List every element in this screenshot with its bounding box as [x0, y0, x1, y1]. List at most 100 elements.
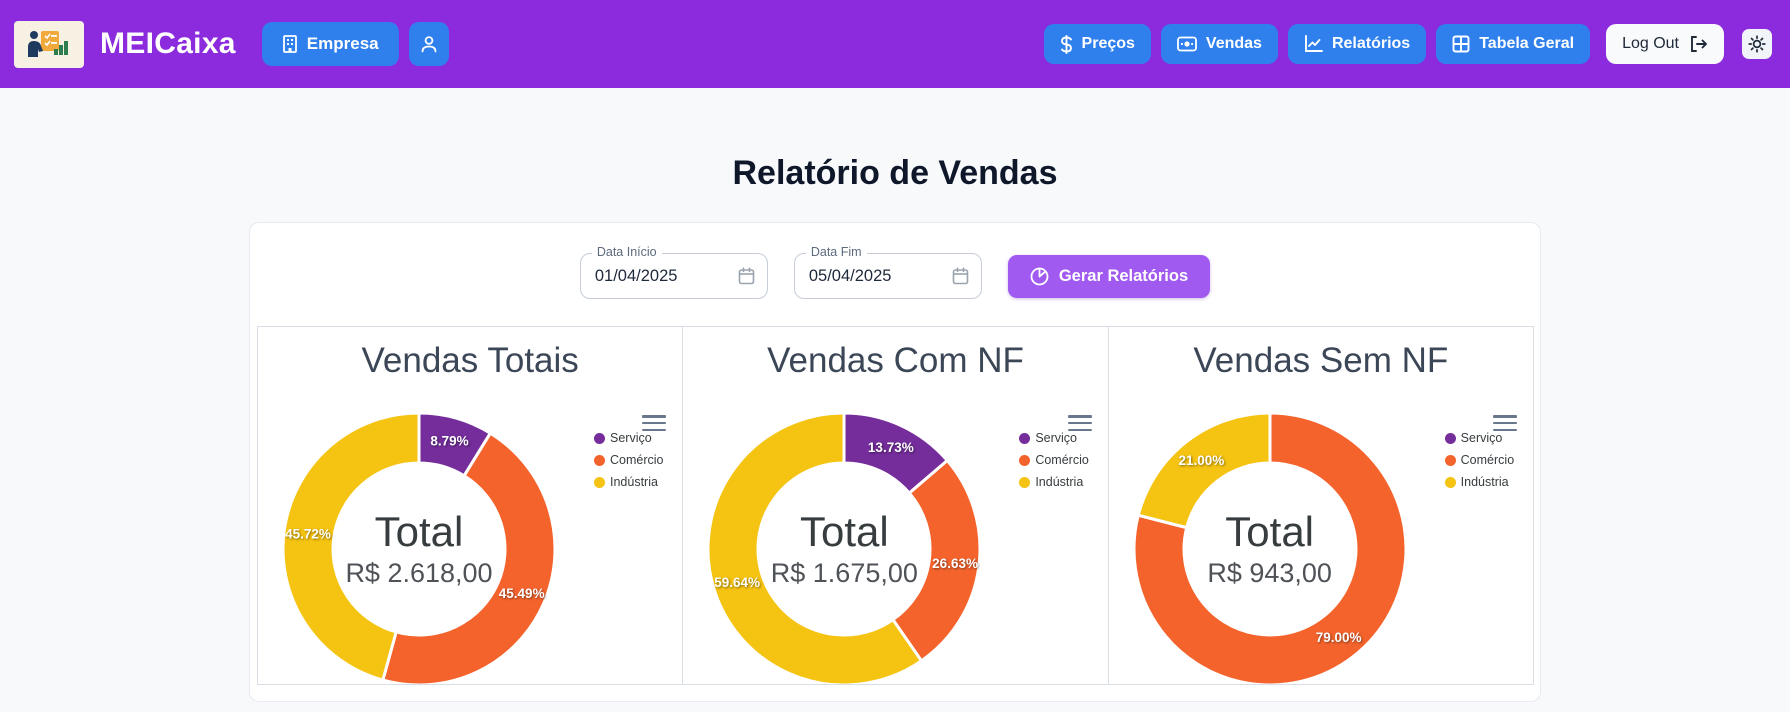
legend-dot	[594, 476, 605, 488]
theme-toggle-button[interactable]	[1742, 29, 1772, 59]
legend-dot	[1019, 432, 1031, 444]
chart-title: Vendas Totais	[361, 341, 579, 380]
slice-percent-label: 13.73%	[868, 440, 914, 455]
generate-reports-label: Gerar Relatórios	[1058, 267, 1189, 285]
legend-item-indu-stria[interactable]: Indústria	[1444, 475, 1515, 489]
legend-item-servic-o[interactable]: Serviço	[1444, 431, 1515, 445]
chart-legend: Serviço Comércio Indústria	[594, 431, 664, 489]
end-date-label: Data Fim	[805, 245, 867, 259]
table-icon	[1452, 35, 1470, 53]
slice-percent-label: 26.63%	[933, 556, 979, 571]
legend-label: Serviço	[610, 431, 652, 445]
donut-slice-come-rcio[interactable]	[1132, 411, 1408, 685]
generate-reports-button[interactable]: Gerar Relatórios	[1007, 255, 1211, 298]
sun-icon	[1748, 35, 1766, 53]
slice-percent-label: 45.72%	[285, 526, 331, 541]
brand-title: MEICaixa	[100, 27, 236, 60]
nav-right: Preços Vendas Relatórios Tabela Geral	[1043, 24, 1772, 64]
end-date-input[interactable]	[794, 266, 925, 286]
legend-label: Comércio	[1460, 453, 1515, 467]
slice-percent-label: 21.00%	[1178, 453, 1224, 468]
charts-row: Vendas Totais 8.79% 45.49% 45.72% Total R$…	[257, 326, 1534, 685]
donut-chart: 13.73% 26.63% 59.64%	[706, 411, 982, 685]
start-date-calendar-button[interactable]	[736, 265, 757, 287]
slice-percent-label: 8.79%	[430, 434, 468, 449]
legend-label: Comércio	[610, 453, 664, 467]
precos-button[interactable]: Preços	[1043, 24, 1151, 64]
line-chart-icon	[1305, 35, 1323, 52]
app-header: MEICaixa Empresa Preços V	[0, 0, 1790, 88]
money-icon	[1177, 36, 1197, 52]
end-date-calendar-button[interactable]	[950, 265, 971, 287]
slice-percent-label: 59.64%	[715, 575, 761, 590]
legend-dot	[594, 454, 605, 466]
dollar-icon	[1060, 34, 1072, 54]
vendas-button[interactable]: Vendas	[1160, 24, 1278, 64]
chart-legend: Serviço Comércio Indústria	[1019, 431, 1089, 489]
slice-percent-label: 45.49%	[499, 586, 545, 601]
logout-button[interactable]: Log Out	[1606, 24, 1724, 64]
legend-label: Indústria	[1035, 475, 1084, 489]
building-icon	[282, 35, 297, 53]
legend-dot	[594, 432, 605, 444]
user-button[interactable]	[408, 22, 449, 66]
donut-slice-indu-stria[interactable]	[281, 411, 421, 682]
calendar-icon	[952, 267, 969, 285]
legend-item-come-rcio[interactable]: Comércio	[1444, 453, 1515, 467]
legend-dot	[1019, 476, 1031, 488]
chart-title: Vendas Sem NF	[1193, 341, 1449, 380]
start-date-input[interactable]	[580, 266, 711, 286]
precos-label: Preços	[1081, 35, 1135, 52]
end-date-field[interactable]: Data Fim	[793, 245, 982, 299]
legend-item-come-rcio[interactable]: Comércio	[594, 453, 664, 467]
start-date-field[interactable]: Data Início	[579, 245, 768, 299]
donut-chart: 79.00% 21.00%	[1132, 411, 1408, 685]
chart-legend: Serviço Comércio Indústria	[1444, 431, 1515, 489]
legend-label: Serviço	[1035, 431, 1078, 445]
calendar-icon	[738, 267, 755, 285]
tabela-geral-button[interactable]: Tabela Geral	[1436, 24, 1591, 64]
legend-label: Indústria	[610, 475, 658, 489]
donut-slice-come-rcio[interactable]	[381, 431, 557, 685]
legend-item-servic-o[interactable]: Serviço	[594, 431, 664, 445]
start-date-label: Data Início	[591, 245, 662, 259]
donut-slice-come-rcio[interactable]	[891, 459, 982, 663]
filters-bar: Data Início Data Fim	[256, 245, 1534, 299]
chart-menu-button[interactable]	[1492, 413, 1517, 433]
chart-vendas-com-nf: Vendas Com NF 13.73% 26.63% 59.64% Total R…	[682, 326, 1109, 685]
legend-item-indu-stria[interactable]: Indústria	[594, 475, 664, 489]
user-icon	[421, 36, 437, 53]
logout-icon	[1691, 36, 1707, 52]
legend-label: Serviço	[1460, 431, 1503, 445]
legend-item-servic-o[interactable]: Serviço	[1019, 431, 1089, 445]
vendas-label: Vendas	[1205, 35, 1262, 52]
report-card: Data Início Data Fim	[249, 222, 1541, 702]
page-title: Relatório de Vendas	[732, 154, 1058, 192]
legend-dot	[1444, 476, 1456, 488]
relatorios-button[interactable]: Relatórios	[1287, 24, 1427, 64]
donut-slice-indu-stria[interactable]	[706, 411, 924, 685]
logout-label: Log Out	[1622, 35, 1679, 52]
slice-percent-label: 79.00%	[1315, 630, 1361, 645]
empresa-button[interactable]: Empresa	[261, 22, 399, 66]
chart-menu-button[interactable]	[642, 413, 667, 433]
legend-item-indu-stria[interactable]: Indústria	[1019, 475, 1089, 489]
chart-menu-button[interactable]	[1067, 413, 1092, 433]
logo-image	[28, 31, 68, 57]
pie-chart-icon	[1030, 267, 1049, 286]
donut-chart: 8.79% 45.49% 45.72%	[281, 411, 557, 685]
app-logo	[14, 20, 84, 68]
chart-vendas-totais: Vendas Totais 8.79% 45.49% 45.72% Total R$…	[257, 326, 684, 685]
legend-label: Indústria	[1460, 475, 1509, 489]
legend-dot	[1444, 454, 1456, 466]
chart-title: Vendas Com NF	[767, 341, 1024, 380]
legend-dot	[1019, 454, 1031, 466]
donut-slice-indu-stria[interactable]	[1136, 411, 1272, 530]
legend-item-come-rcio[interactable]: Comércio	[1019, 453, 1089, 467]
empresa-label: Empresa	[306, 34, 379, 53]
legend-dot	[1444, 432, 1456, 444]
tabela-geral-label: Tabela Geral	[1479, 35, 1575, 52]
chart-vendas-sem-nf: Vendas Sem NF 79.00% 21.00% Total R$ 943,…	[1107, 326, 1534, 685]
legend-label: Comércio	[1035, 453, 1089, 467]
relatorios-label: Relatórios	[1331, 35, 1411, 52]
